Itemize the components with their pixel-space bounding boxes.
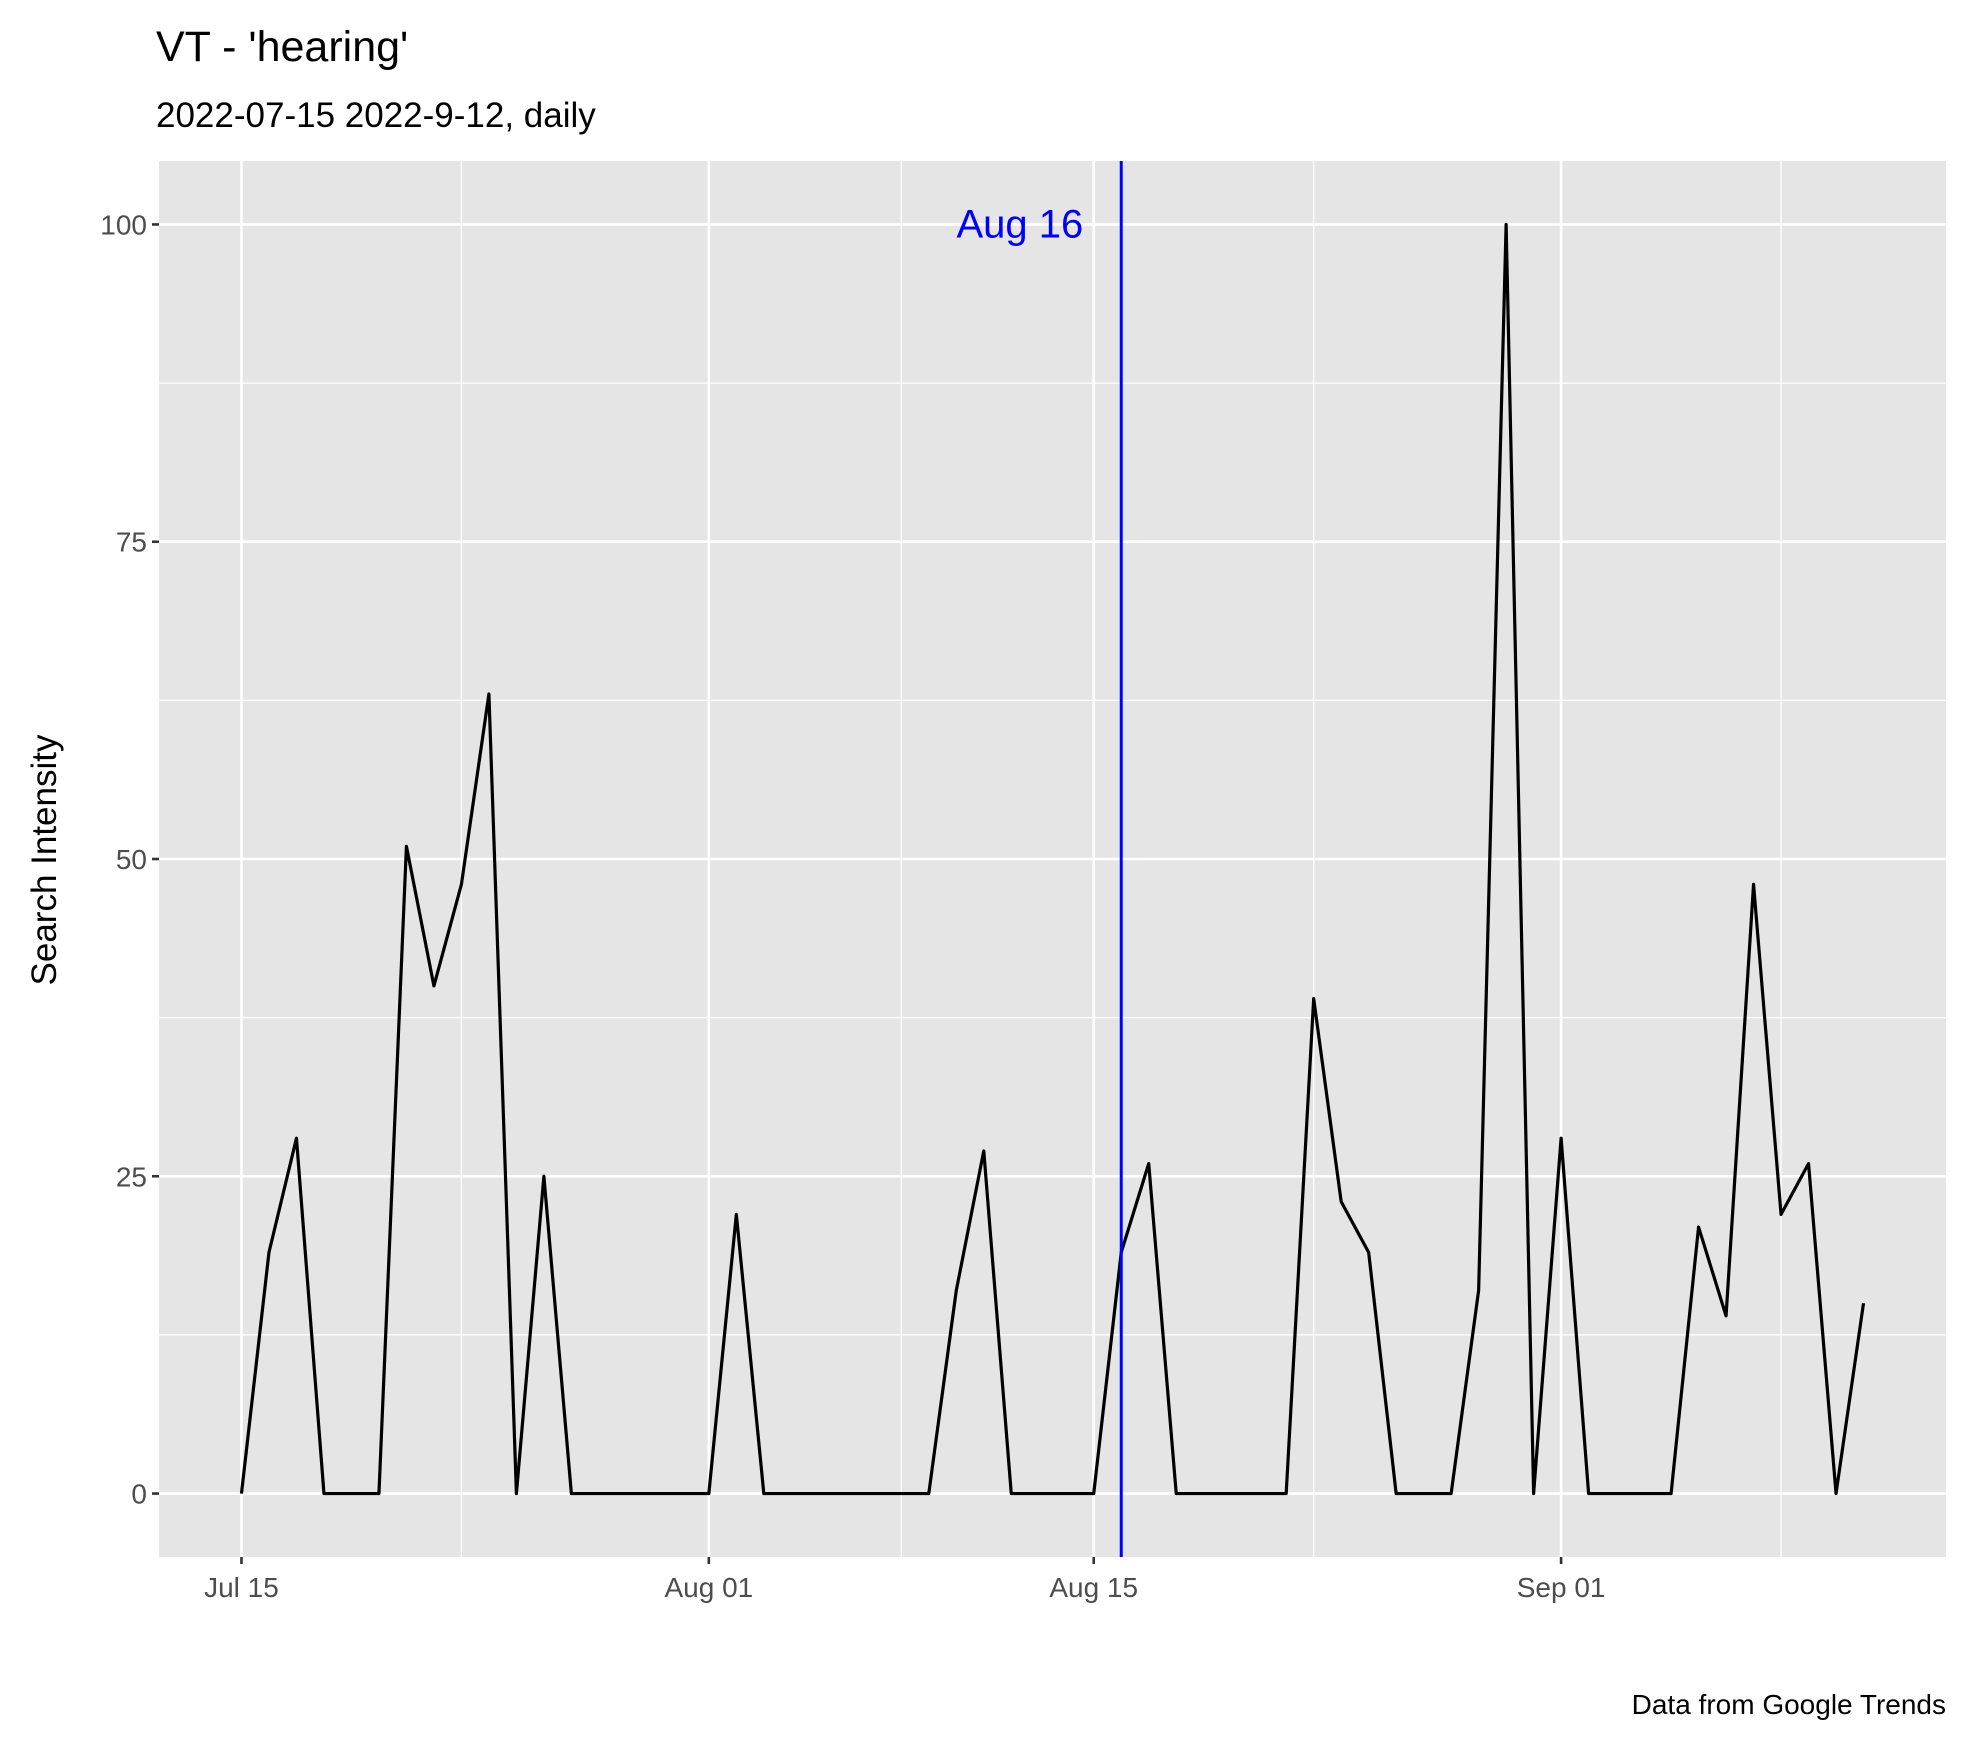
x-tick-label: Sep 01 (1517, 1572, 1606, 1603)
x-tick-label: Jul 15 (204, 1572, 279, 1603)
major-gridlines (159, 161, 1946, 1557)
series-line (239, 222, 1866, 1496)
y-tick-label: 50 (116, 844, 147, 875)
y-axis-title: Search Intensity (25, 734, 64, 985)
annotation-layer: Aug 16 (956, 161, 1123, 1557)
y-axis: 0 25 50 75 100 (100, 209, 159, 1510)
series-layer (239, 222, 1866, 1496)
y-tick-label: 25 (116, 1161, 147, 1192)
reference-vline-label: Aug 16 (956, 202, 1083, 246)
x-tick-label: Aug 15 (1049, 1572, 1138, 1603)
x-axis: Jul 15 Aug 01 Aug 15 Sep 01 (204, 1557, 1605, 1603)
y-tick-label: 0 (131, 1479, 147, 1510)
y-tick-label: 100 (100, 209, 147, 240)
x-tick-label: Aug 01 (664, 1572, 753, 1603)
chart-caption: Data from Google Trends (1632, 1689, 1946, 1720)
chart-subtitle: 2022-07-15 2022-9-12, daily (156, 96, 596, 135)
y-tick-label: 75 (116, 527, 147, 558)
chart-title: VT - 'hearing' (156, 23, 408, 71)
